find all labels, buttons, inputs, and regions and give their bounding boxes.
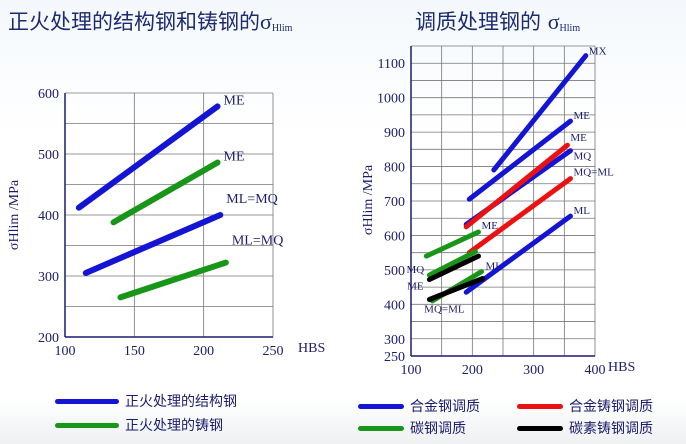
- y-tick-label: 500: [38, 148, 59, 163]
- legend-swatch: [358, 425, 404, 431]
- series-label: ME: [573, 110, 590, 122]
- series-label: ME: [224, 93, 245, 108]
- y-tick-label: 400: [38, 209, 59, 224]
- legend-item-right-3: 碳素铸钢调质: [517, 418, 653, 438]
- legend-item-right-1: 合金铸钢调质: [517, 396, 653, 416]
- series-line-red: [463, 142, 570, 230]
- chart-1: 100 200 300 400 250 300 400 500 600 700 800 900 1000…: [361, 45, 635, 378]
- x-tick-label: 100: [401, 363, 422, 378]
- legend-label: 合金铸钢调质: [569, 399, 653, 415]
- series-line-black: [426, 253, 481, 283]
- right-chart-title: 调质处理钢的 σHlim: [415, 6, 580, 36]
- series-line-blue: [82, 212, 224, 276]
- series-line-blue: [491, 53, 589, 173]
- y-tick-label: 1100: [378, 57, 405, 72]
- series-line-blue: [466, 118, 573, 202]
- series-line-green: [426, 249, 478, 278]
- series-label: MX: [589, 46, 607, 58]
- series-line-blue: [75, 103, 221, 211]
- y-tick-label: 600: [384, 229, 405, 244]
- y-tick-label: 700: [384, 195, 405, 210]
- series-label: ML: [573, 205, 590, 217]
- series-label: ME: [481, 220, 498, 232]
- series-label: ME: [224, 150, 245, 165]
- left-title-sigma: σ: [260, 9, 272, 34]
- series-label: MQ=ML: [424, 304, 465, 316]
- series-line-green: [423, 229, 481, 259]
- right-title-sigma: σ: [547, 9, 560, 34]
- right-title-sub: Hlim: [559, 23, 581, 34]
- x-axis-label: HBS: [298, 341, 325, 356]
- y-tick-label: 300: [384, 333, 405, 348]
- legend-item-right-0: 合金钢调质: [358, 396, 480, 416]
- series-label: ME: [407, 281, 424, 293]
- x-tick-label: 200: [462, 363, 483, 378]
- x-tick-label: 200: [193, 344, 214, 359]
- x-tick-label: 100: [55, 344, 76, 359]
- x-axis-label: HBS: [608, 360, 635, 375]
- y-tick-label: 800: [384, 161, 405, 176]
- y-tick-label: 400: [384, 298, 405, 313]
- series-line-black: [426, 276, 486, 303]
- legend-label: 正火处理的结构钢: [125, 394, 237, 410]
- series-line-green: [110, 159, 221, 226]
- x-tick-label: 400: [585, 363, 606, 378]
- series-label: ML: [486, 261, 503, 273]
- series-label: ML=MQ: [232, 234, 283, 249]
- y-tick-label: 900: [384, 126, 405, 141]
- y-tick-label: 200: [38, 331, 59, 346]
- left-title-text: 正火处理的结构钢和铸钢的: [8, 10, 260, 34]
- x-tick-label: 150: [124, 344, 145, 359]
- left-title-sub: Hlim: [271, 23, 293, 34]
- legend-swatch: [358, 403, 404, 409]
- series-label: ME: [570, 132, 587, 144]
- y-tick-label: 500: [384, 264, 405, 279]
- chart-0: 100 150 200 250 200 300 400 500 600 HBS σHlim /MPa…: [7, 87, 325, 359]
- x-tick-label: 250: [263, 344, 284, 359]
- series-label: MQ: [407, 264, 425, 276]
- y-tick-label: 600: [38, 87, 59, 102]
- series-label: MQ=ML: [573, 167, 614, 179]
- right-title-text: 调质处理钢的: [415, 10, 548, 34]
- legend-swatch: [55, 398, 119, 404]
- legend-item-right-2: 碳钢调质: [358, 418, 466, 438]
- legend-swatch: [517, 425, 563, 431]
- legend-label: 碳素铸钢调质: [569, 421, 653, 437]
- series-line-red: [466, 176, 573, 256]
- y-axis-label: σHlim /MPa: [7, 179, 22, 250]
- legend-item-left-0: 正火处理的结构钢: [55, 391, 237, 411]
- left-chart-title: 正火处理的结构钢和铸钢的σHlim: [8, 6, 292, 36]
- y-tick-label: 300: [38, 270, 59, 285]
- legend-swatch: [55, 422, 119, 428]
- legend-swatch: [517, 403, 563, 409]
- y-tick-label: 1000: [377, 92, 405, 107]
- x-tick-label: 300: [523, 363, 544, 378]
- legend-item-left-1: 正火处理的铸钢: [55, 415, 223, 435]
- series-label: ML=MQ: [226, 192, 277, 207]
- series-label: MQ: [573, 151, 591, 163]
- y-axis-label: σHlim /MPa: [361, 164, 376, 235]
- legend-label: 正火处理的铸钢: [125, 418, 223, 434]
- legend-label: 碳钢调质: [410, 421, 466, 437]
- legend-label: 合金钢调质: [410, 399, 480, 415]
- y-tick-label: 250: [384, 350, 405, 365]
- series-line-green: [117, 259, 229, 301]
